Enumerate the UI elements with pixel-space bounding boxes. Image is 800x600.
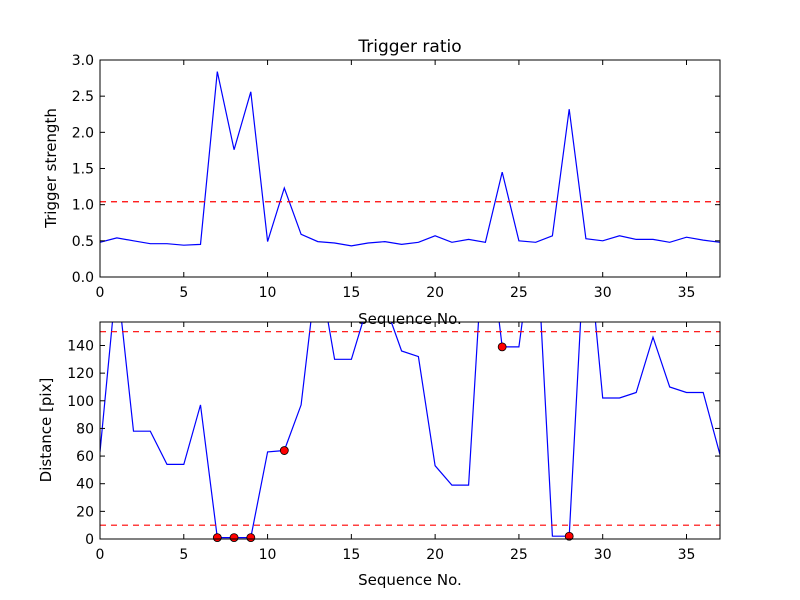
- y-tick-label: 2.5: [72, 89, 94, 105]
- x-tick-label: 30: [594, 547, 612, 563]
- y-tick-label: 60: [76, 449, 94, 465]
- x-axis-label: Sequence No.: [358, 310, 462, 328]
- y-tick-label: 120: [67, 366, 94, 382]
- x-tick-label: 25: [510, 285, 528, 301]
- x-tick-label: 0: [96, 285, 105, 301]
- marker-point: [497, 342, 507, 352]
- x-tick-label: 15: [342, 285, 360, 301]
- marker-point: [564, 531, 574, 541]
- plot-frame: [99, 321, 721, 540]
- y-tick-label: 40: [76, 477, 94, 493]
- x-tick-label: 20: [426, 285, 444, 301]
- distance-chart: Sequence No. Distance [pix] 0 5 10 15 20 25 30…: [37, 321, 721, 589]
- x-tick-label: 5: [179, 547, 188, 563]
- x-tick-label: 10: [259, 285, 277, 301]
- x-tick-label: 10: [259, 547, 277, 563]
- y-tick-label: 2.0: [72, 125, 94, 141]
- series-line-0: [100, 322, 720, 539]
- x-tick-label: 35: [678, 547, 696, 563]
- series-line-0: [100, 71, 720, 247]
- marker-point: [212, 533, 222, 543]
- x-tick-label: 35: [678, 285, 696, 301]
- y-tick-label: 80: [76, 421, 94, 437]
- y-tick-label: 0.5: [72, 234, 94, 250]
- y-tick-label: 100: [67, 394, 94, 410]
- x-tick-label: 5: [179, 285, 188, 301]
- x-tick-label: 15: [342, 547, 360, 563]
- x-axis-label: Sequence No.: [358, 571, 462, 589]
- x-tick-label: 20: [426, 547, 444, 563]
- marker-point: [246, 533, 256, 543]
- marker-point: [279, 446, 289, 455]
- chart-title: Trigger ratio: [357, 37, 461, 57]
- y-tick-label: 0: [85, 532, 94, 548]
- y-tick-label: 140: [67, 338, 94, 354]
- x-tick-label: 25: [510, 547, 528, 563]
- trigger-ratio-chart: Trigger ratio Sequence No. Trigger stren…: [42, 37, 721, 328]
- y-tick-label: 1.5: [72, 162, 94, 178]
- y-axis-label: Trigger strength: [42, 108, 60, 229]
- y-tick-label: 0.0: [72, 270, 94, 286]
- y-tick-label: 1.0: [72, 198, 94, 214]
- x-tick-label: 0: [96, 547, 105, 563]
- y-axis-label: Distance [pix]: [37, 378, 55, 483]
- x-tick-label: 30: [594, 285, 612, 301]
- y-tick-label: 20: [76, 504, 94, 520]
- y-tick-label: 3.0: [72, 53, 94, 69]
- marker-point: [229, 533, 239, 543]
